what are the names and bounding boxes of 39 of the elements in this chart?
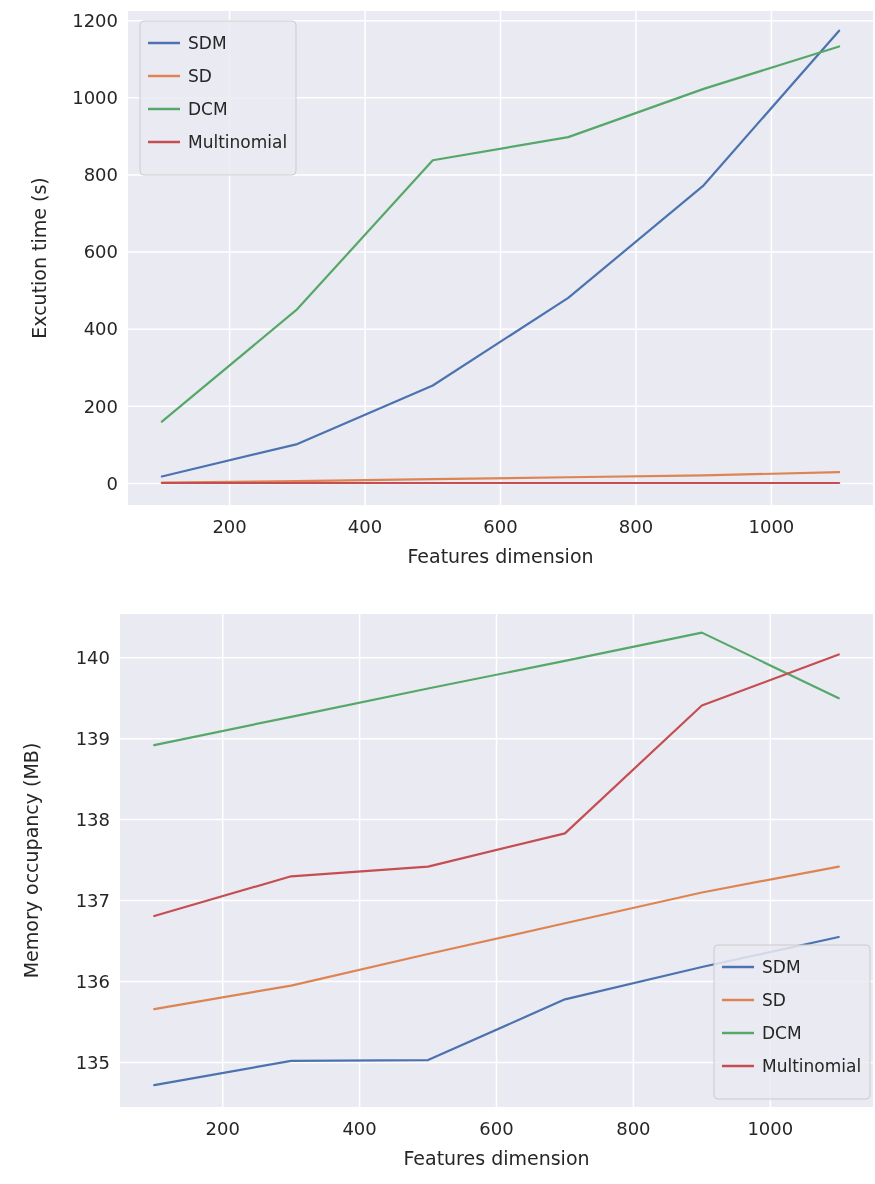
legend-label: SDM [762, 956, 801, 977]
legend-label: SD [762, 989, 786, 1010]
legend-label: DCM [762, 1022, 802, 1043]
line-series [160, 29, 841, 478]
x-tick-label: 400 [342, 1118, 377, 1139]
y-tick-label: 1200 [72, 9, 118, 31]
x-axis-title: Features dimension [407, 545, 594, 567]
x-axis-title: Features dimension [403, 1147, 590, 1169]
y-tick-label: 136 [75, 970, 110, 992]
y-tick-label: 139 [75, 727, 110, 749]
y-tick-label: 600 [83, 241, 118, 263]
x-tick-label: 200 [205, 1118, 240, 1139]
y-axis-title: Memory occupancy (MB) [20, 742, 42, 979]
x-tick-label: 800 [618, 516, 654, 537]
x-tick-label: 200 [212, 516, 247, 537]
x-tick-label: 600 [479, 1118, 514, 1139]
y-tick-label: 137 [75, 889, 110, 911]
legend-label: SD [188, 65, 212, 86]
line-series [153, 653, 840, 918]
y-tick-label: 1000 [72, 87, 118, 109]
y-tick-label: 800 [83, 164, 118, 186]
y-axis-title: Excution time (s) [28, 177, 50, 339]
y-tick-label: 0 [106, 472, 118, 494]
y-tick-label: 400 [83, 318, 118, 340]
x-tick-label: 1000 [748, 516, 795, 537]
x-tick-label: 400 [347, 516, 383, 537]
y-tick-label: 138 [75, 808, 110, 830]
legend-label: SDM [188, 32, 227, 53]
y-tick-label: 140 [75, 647, 110, 669]
x-tick-label: 800 [616, 1118, 651, 1139]
line-series [153, 631, 840, 747]
legend-label: Multinomial [188, 131, 288, 152]
legend-label: DCM [188, 98, 228, 119]
legend-label: Multinomial [762, 1055, 862, 1076]
y-tick-label: 135 [75, 1051, 110, 1073]
x-tick-label: 600 [483, 516, 518, 537]
line-series [153, 865, 840, 1011]
x-tick-label: 1000 [747, 1118, 794, 1139]
y-tick-label: 200 [83, 395, 118, 417]
